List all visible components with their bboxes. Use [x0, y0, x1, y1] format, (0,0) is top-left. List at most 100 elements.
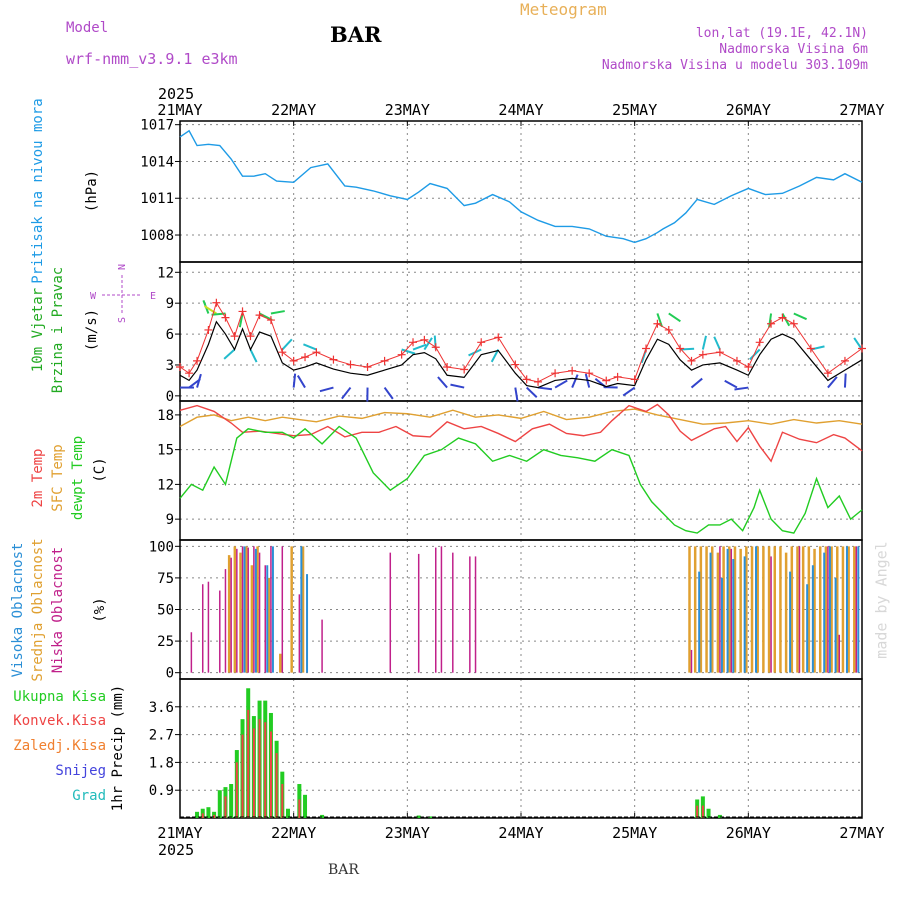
compass-south: S	[117, 317, 128, 323]
convective-rain-bar	[213, 814, 216, 818]
y-tick-label: 9	[166, 296, 174, 312]
wind-arrow	[690, 377, 703, 389]
y-tick-label: 0	[166, 666, 174, 682]
convective-rain-bar	[298, 799, 301, 818]
mid-cloud-title: Srednja Oblacnost	[30, 538, 46, 681]
wind-gust-marker	[477, 338, 486, 347]
wind-arrow	[412, 343, 427, 351]
year-label-bottom: 2025	[158, 841, 194, 859]
wind-gust-marker	[653, 319, 662, 328]
total-rain-bar	[416, 815, 421, 818]
wind-arrow	[525, 386, 538, 399]
wind-gust-marker	[246, 332, 255, 341]
y-tick-label: 3	[166, 358, 174, 374]
wind-gust-marker	[204, 325, 213, 334]
wind-arrow	[270, 310, 285, 315]
wind-arrow	[734, 386, 749, 391]
wind-arrow	[341, 386, 352, 400]
wind-arrow	[749, 348, 761, 361]
elevation-label: Nadmorska Visina 6m	[719, 42, 868, 57]
wind-arrow	[238, 313, 244, 328]
wind-gust-marker	[494, 333, 503, 342]
model-label: Model	[66, 20, 109, 36]
x-tick-label-top: 25MAY	[612, 101, 657, 119]
wind-gust-marker	[522, 375, 531, 384]
wind-arrow	[259, 312, 273, 321]
pressure-title: Pritisak na nivou mora	[30, 98, 46, 283]
wind-arrow	[724, 379, 738, 389]
wind-gust-marker	[397, 350, 406, 359]
wind-gust-marker	[443, 363, 452, 372]
wind-arrow	[437, 376, 448, 389]
legend-zaledj: Zaledj.Kisa	[13, 738, 106, 754]
wind-gust-marker	[585, 369, 594, 378]
total-rain-bar	[285, 808, 290, 818]
y-tick-label: 15	[157, 443, 174, 459]
y-tick-label: 1008	[140, 228, 174, 244]
wind-gust-marker	[858, 344, 866, 353]
convective-rain-bar	[701, 805, 704, 818]
wind-gust-marker	[212, 298, 221, 307]
wind-gust-marker	[420, 335, 429, 344]
wind-arrow	[713, 336, 721, 350]
x-tick-label-top: 23MAY	[385, 101, 430, 119]
wind-arrow	[680, 347, 695, 351]
y-tick-label: 18	[157, 408, 174, 424]
temp-unit: (C)	[92, 457, 108, 482]
wind-arrow	[537, 386, 553, 391]
wind-title-2: Brzina i Pravac	[50, 267, 66, 393]
total-rain-bar	[706, 808, 711, 818]
x-tick-label-bottom: 21MAY	[157, 824, 202, 842]
wind-gust-marker	[230, 332, 239, 341]
wind-gust-marker	[460, 365, 469, 374]
x-tick-label-top: 26MAY	[726, 101, 771, 119]
t2m-temp-line	[179, 403, 863, 463]
pressure-unit: (hPa)	[84, 170, 100, 212]
x-tick-label-bottom: 25MAY	[612, 824, 657, 842]
y-tick-label: 100	[149, 539, 174, 555]
station-title: BAR	[330, 22, 382, 47]
year-label-top: 2025	[158, 85, 194, 103]
convective-rain-bar	[275, 753, 278, 818]
convective-rain-bar	[281, 784, 284, 818]
wind-gust-marker	[687, 356, 696, 365]
x-tick-label-top: 24MAY	[498, 101, 543, 119]
dewpt-temp-line	[179, 425, 863, 534]
wind-gust-marker	[176, 363, 184, 372]
y-tick-label: 0.9	[149, 783, 174, 799]
total-rain-bar	[206, 807, 211, 818]
wind-title-1: 10m Vjetar	[30, 288, 46, 372]
y-tick-label: 1017	[140, 118, 174, 134]
x-tick-label-bottom: 27MAY	[839, 824, 884, 842]
wind-speed-line	[179, 320, 863, 389]
y-tick-label: 2.7	[149, 728, 174, 744]
wind-arrow	[490, 349, 500, 363]
sfc-title: SFC Temp	[50, 444, 66, 511]
model-name: wrf-nmm_v3.9.1 e3km	[66, 50, 238, 68]
compass-cross	[102, 275, 142, 315]
wind-gust-marker	[380, 356, 389, 365]
cloud-unit: (%)	[92, 597, 108, 622]
t2m-title: 2m Temp	[30, 448, 46, 507]
meteogram-title: Meteogram	[520, 0, 607, 19]
total-rain-bar	[320, 814, 325, 818]
wind-arrow	[450, 383, 465, 389]
wind-gust-marker	[278, 348, 287, 357]
wind-gust-marker	[312, 348, 321, 357]
wind-gust-marker	[238, 307, 247, 316]
model-elevation-label: Nadmorska Visina u modelu 303.109m	[601, 58, 868, 73]
wind-unit: (m/s)	[84, 309, 100, 351]
wind-gust-marker	[266, 316, 275, 325]
x-tick-label-bottom: 26MAY	[726, 824, 771, 842]
total-rain-bar	[303, 794, 308, 818]
wind-arrow	[701, 335, 707, 350]
convective-rain-bar	[241, 734, 244, 818]
wind-gust-marker	[602, 376, 611, 385]
y-tick-label: 1011	[140, 191, 174, 207]
high-cloud-title: Visoka Oblacnost	[10, 543, 26, 678]
compass-north: N	[117, 264, 128, 270]
y-tick-label: 1014	[140, 154, 174, 170]
sfc-temp-line	[179, 408, 863, 428]
y-tick-label: 9	[166, 512, 174, 528]
